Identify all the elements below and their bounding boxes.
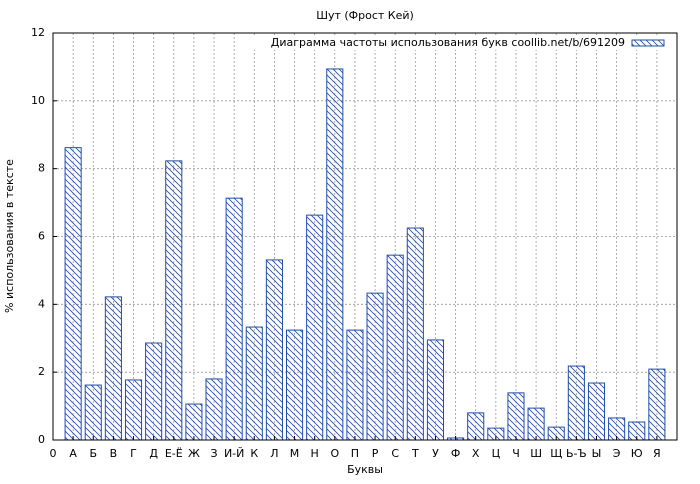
x-tick-label: О: [330, 447, 339, 460]
bar: [245, 326, 263, 440]
x-tick-label: Н: [311, 447, 319, 460]
legend-swatch: [631, 39, 665, 47]
bar: [205, 378, 223, 440]
bar: [104, 296, 122, 440]
bar: [84, 384, 102, 440]
x-tick-label: Ц: [492, 447, 501, 460]
bar: [145, 342, 163, 440]
bar: [426, 339, 445, 440]
y-tick-label: 8: [38, 162, 45, 175]
bar: [306, 214, 324, 440]
bar: [285, 329, 304, 440]
x-tick-label: Щ: [550, 447, 562, 460]
x-tick-label: М: [290, 447, 300, 460]
x-tick-label: Д: [149, 447, 158, 460]
bar: [587, 382, 606, 440]
x-tick-label: Ф: [451, 447, 460, 460]
y-tick-label: 4: [38, 297, 45, 310]
x-tick-label: Ы: [592, 447, 602, 460]
x-tick-label: Э: [613, 447, 621, 460]
x-tick-label: Г: [130, 447, 137, 460]
x-tick-label: Х: [472, 447, 480, 460]
legend-label: Диаграмма частоты использования букв coo…: [271, 36, 625, 49]
bar: [165, 160, 183, 440]
chart-title: Шут (Фрост Кей): [316, 9, 414, 22]
bar: [64, 147, 82, 440]
x-tick-label: Т: [411, 447, 419, 460]
bar: [366, 292, 384, 440]
x-tick-label: Ю: [631, 447, 643, 460]
bar: [225, 197, 243, 440]
y-tick-label: 12: [31, 26, 45, 39]
y-tick-label: 2: [38, 365, 45, 378]
x-axis-label: Буквы: [347, 463, 383, 476]
y-tick-label: 0: [38, 433, 45, 446]
x-tick-label: С: [391, 447, 399, 460]
bar: [507, 392, 525, 440]
bar: [386, 254, 404, 440]
y-tick-label: 10: [31, 94, 45, 107]
x-tick-label: З: [211, 447, 218, 460]
x-tick-label: Ч: [512, 447, 520, 460]
bar: [527, 407, 545, 440]
x-tick-label: Р: [372, 447, 379, 460]
x-tick-label: Ж: [188, 447, 200, 460]
legend: Диаграмма частоты использования букв coo…: [240, 36, 674, 50]
bar: [124, 379, 143, 440]
bar: [628, 421, 646, 440]
x-tick-label: Л: [270, 447, 278, 460]
bar: [346, 329, 364, 440]
x-tick-label: П: [351, 447, 359, 460]
x-tick-label: Ь-Ъ: [566, 447, 587, 460]
x-tick-label: У: [432, 447, 439, 460]
y-axis-label: % использования в тексте: [3, 159, 16, 313]
bar: [487, 427, 505, 440]
y-tick-label: 6: [38, 230, 45, 243]
bar: [567, 365, 585, 440]
x-tick-label: В: [110, 447, 118, 460]
x-tick-label: И-Й: [224, 447, 244, 460]
bar: [648, 368, 666, 440]
bar: [467, 412, 485, 440]
bar: [326, 68, 344, 440]
bars: [64, 68, 666, 440]
x-tick-label: К: [250, 447, 258, 460]
x-tick-label: Ш: [530, 447, 542, 460]
bar: [406, 227, 424, 440]
legend-box: [240, 36, 674, 50]
x-tick-label: А: [69, 447, 77, 460]
bar: [185, 403, 203, 440]
bar: [265, 259, 283, 440]
x-tick-label: 0: [50, 447, 57, 460]
x-tick-label: Е-Ё: [165, 447, 183, 460]
x-tick-label: Я: [653, 447, 661, 460]
x-tick-label: Б: [89, 447, 97, 460]
